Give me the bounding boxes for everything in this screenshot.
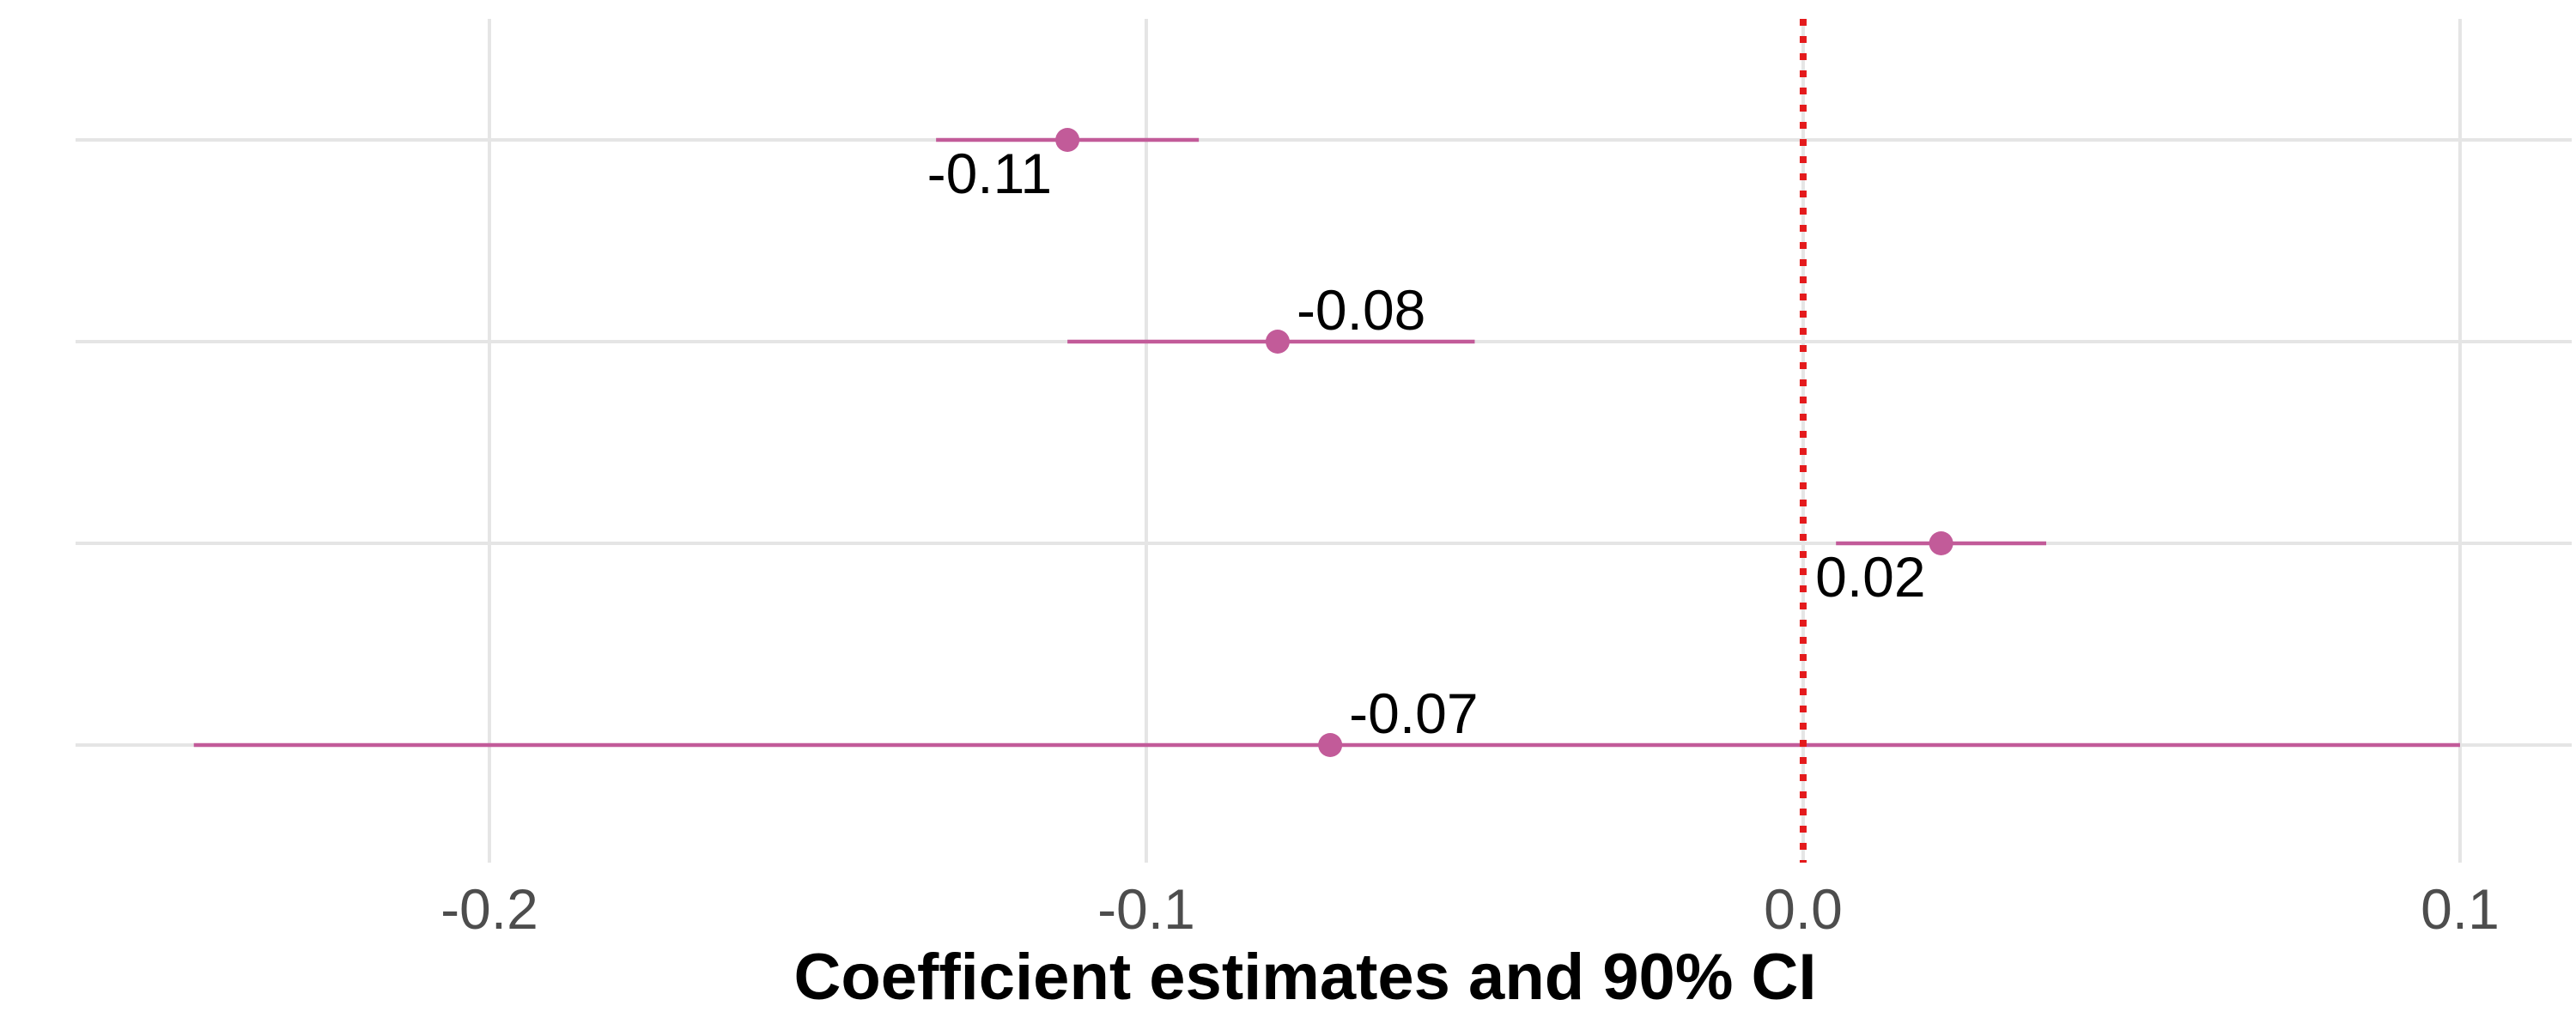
estimate-label-3: -0.07 xyxy=(1349,682,1478,745)
estimate-point-1 xyxy=(1265,330,1290,354)
x-axis-tick-labels: -0.2 -0.1 0.0 0.1 xyxy=(440,877,2500,941)
estimate-label-2: 0.02 xyxy=(1815,545,1925,609)
x-tick-label-0: -0.2 xyxy=(440,877,538,941)
x-tick-label-3: 0.1 xyxy=(2421,877,2500,941)
estimate-labels: -0.11 -0.08 0.02 -0.07 xyxy=(927,142,1926,745)
x-tick-label-2: 0.0 xyxy=(1764,877,1843,941)
estimate-point-0 xyxy=(1055,128,1080,152)
point-estimates xyxy=(1055,128,1953,757)
estimate-label-1: -0.08 xyxy=(1297,278,1425,342)
x-axis-title: Coefficient estimates and 90% CI xyxy=(793,941,1816,1014)
estimate-point-2 xyxy=(1929,531,1953,555)
confidence-intervals xyxy=(193,137,2460,748)
estimate-point-3 xyxy=(1318,733,1343,757)
x-tick-label-1: -0.1 xyxy=(1097,877,1195,941)
estimate-label-0: -0.11 xyxy=(927,142,1053,205)
